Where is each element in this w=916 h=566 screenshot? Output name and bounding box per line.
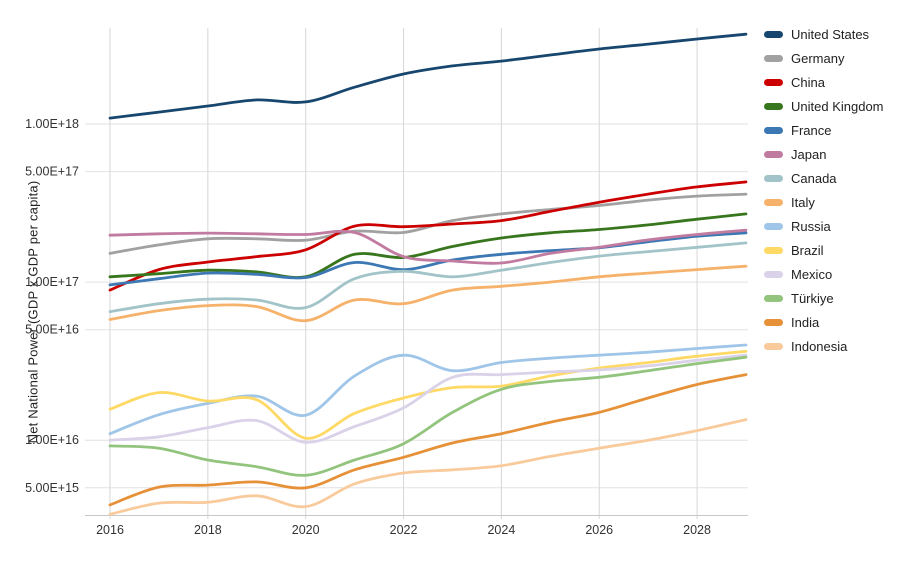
legend-swatch-turkiye — [764, 294, 783, 302]
legend-label: China — [791, 74, 825, 90]
series-line-united-kingdom — [108, 212, 748, 279]
legend-swatch-brazil — [764, 246, 783, 254]
legend-label: Mexico — [791, 266, 833, 282]
y-tick-label: 1.00E+16 — [25, 433, 79, 447]
legend-item-china: China — [764, 70, 914, 94]
series-line-russia — [108, 343, 748, 436]
legend-swatch-france — [764, 126, 783, 134]
legend-swatch-italy — [764, 198, 783, 206]
legend-label: Brazil — [791, 242, 824, 258]
x-tick-label: 2024 — [487, 523, 515, 537]
plot-area: 1.00E+18 5.00E+17 1.00E+17 5.00E+16 1.00E+16… — [25, 28, 748, 537]
legend-swatch-united-kingdom — [764, 102, 783, 110]
legend-swatch-russia — [764, 222, 783, 230]
series-line-india — [108, 373, 748, 507]
legend-label: Türkiye — [791, 290, 834, 306]
legend-item-canada: Canada — [764, 166, 914, 190]
x-tick-label: 2028 — [683, 523, 711, 537]
x-tick-label: 2022 — [390, 523, 418, 537]
series-line-germany — [108, 192, 748, 255]
series-line-united-states — [108, 32, 748, 120]
legend-item-germany: Germany — [764, 46, 914, 70]
legend-swatch-china — [764, 78, 783, 86]
legend-swatch-canada — [764, 174, 783, 182]
legend-item-russia: Russia — [764, 214, 914, 238]
legend-swatch-india — [764, 318, 783, 326]
series-line-japan — [108, 228, 748, 265]
x-tick-label: 2018 — [194, 523, 222, 537]
legend-item-mexico: Mexico — [764, 262, 914, 286]
series-line-china — [108, 180, 748, 292]
legend-item-united-kingdom: United Kingdom — [764, 94, 914, 118]
x-tick-label: 2016 — [96, 523, 124, 537]
series-line-indonesia — [108, 418, 748, 516]
series-line-canada — [108, 241, 748, 314]
legend-item-italy: Italy — [764, 190, 914, 214]
legend-label: Russia — [791, 218, 831, 234]
legend-item-turkiye: Türkiye — [764, 286, 914, 310]
legend-swatch-united-states — [764, 30, 783, 38]
x-tick-label: 2020 — [292, 523, 320, 537]
series-line-turkiye — [108, 355, 748, 477]
legend-label: United States — [791, 26, 870, 42]
legend-swatch-germany — [764, 54, 783, 62]
legend-item-indonesia: Indonesia — [764, 334, 914, 358]
legend-label: Indonesia — [791, 338, 848, 354]
legend-item-united-states: United States — [764, 22, 914, 46]
legend-swatch-japan — [764, 150, 783, 158]
legend: United States Germany China United Kingdom F… — [764, 22, 914, 358]
legend-label: Canada — [791, 170, 837, 186]
legend-item-japan: Japan — [764, 142, 914, 166]
legend-swatch-mexico — [764, 270, 783, 278]
legend-item-india: India — [764, 310, 914, 334]
legend-swatch-indonesia — [764, 342, 783, 350]
x-tick-label: 2026 — [585, 523, 613, 537]
legend-label: Germany — [791, 50, 845, 66]
series-line-mexico — [108, 353, 748, 444]
series-line-italy — [108, 264, 748, 323]
legend-item-brazil: Brazil — [764, 238, 914, 262]
legend-item-france: France — [764, 118, 914, 142]
y-tick-label: 1.00E+17 — [25, 275, 79, 289]
y-tick-label: 5.00E+15 — [25, 481, 79, 495]
y-tick-label: 1.00E+18 — [25, 117, 79, 131]
legend-label: India — [791, 314, 820, 330]
y-tick-label: 5.00E+16 — [25, 323, 79, 337]
y-tick-label: 5.00E+17 — [25, 165, 79, 179]
legend-label: Japan — [791, 146, 827, 162]
legend-label: Italy — [791, 194, 815, 210]
legend-label: France — [791, 122, 832, 138]
series-line-france — [108, 231, 748, 287]
legend-label: United Kingdom — [791, 98, 884, 114]
